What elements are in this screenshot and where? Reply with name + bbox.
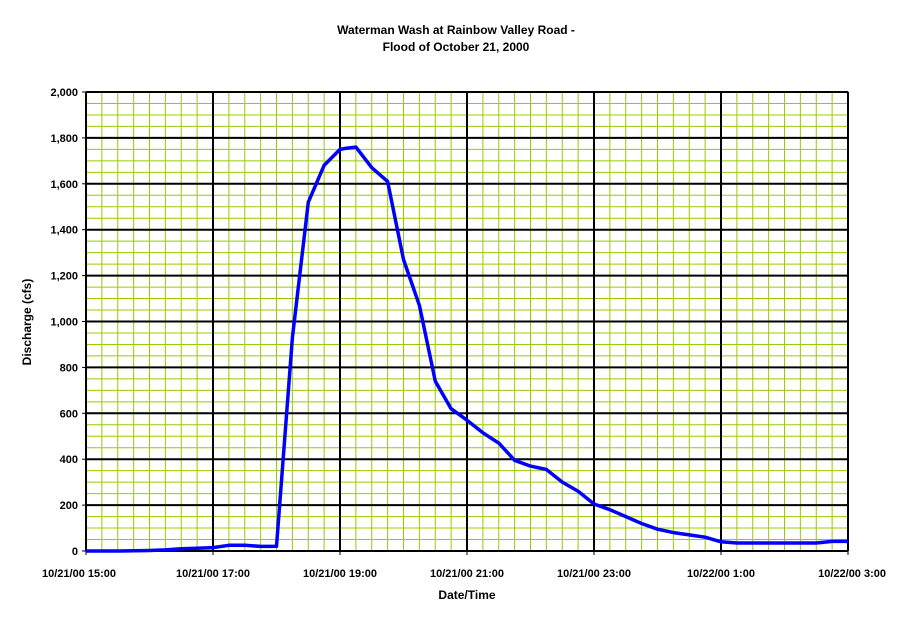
y-tick-label: 1,200 — [50, 271, 78, 283]
x-tick-label: 10/21/00 15:00 — [42, 568, 116, 580]
y-tick-label: 1,600 — [50, 179, 78, 191]
discharge-series-line — [86, 145, 848, 553]
x-tick-label: 10/21/00 21:00 — [430, 568, 504, 580]
y-tick-label: 600 — [60, 408, 78, 420]
y-axis-label: Discharge (cfs) — [20, 279, 34, 366]
plot-area — [85, 91, 849, 553]
chart-title-line-1: Waterman Wash at Rainbow Valley Road - — [337, 23, 575, 37]
y-tick-label: 200 — [60, 500, 78, 512]
y-tick-label: 800 — [60, 362, 78, 374]
y-tick-label: 400 — [60, 454, 78, 466]
y-tick-label: 1,800 — [50, 133, 78, 145]
x-tick-label: 10/21/00 19:00 — [303, 568, 377, 580]
x-tick-label: 10/21/00 23:00 — [557, 568, 631, 580]
y-tick-label: 1,000 — [50, 317, 78, 329]
y-tick-label: 0 — [72, 546, 78, 558]
x-axis-label: Date/Time — [438, 588, 495, 602]
y-tick-label: 1,400 — [50, 225, 78, 237]
x-tick-label: 10/22/00 1:00 — [687, 568, 755, 580]
y-tick-label: 2,000 — [50, 87, 78, 99]
chart-title-line-2: Flood of October 21, 2000 — [383, 40, 530, 54]
x-tick-label: 10/21/00 17:00 — [176, 568, 250, 580]
y-axis-ticks: 0 200 400 600 800 1,000 1,200 1,400 1,600 1,800 2,… — [50, 87, 86, 558]
x-tick-label: 10/22/00 3:00 — [818, 568, 886, 580]
x-axis-ticks: 10/21/00 15:00 10/21/00 17:00 10/21/00 19:… — [42, 551, 886, 580]
